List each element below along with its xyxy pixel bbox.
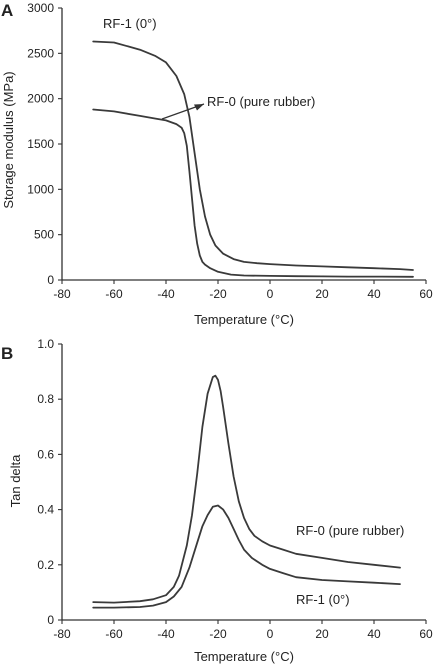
panel-a-x-ticks: -80 -60 -40 -20 0 20 40 60 <box>53 280 433 301</box>
panel-b-axes <box>61 344 426 621</box>
panel-a-axes <box>61 8 426 281</box>
panel-b-y-tick-label: 0.8 <box>37 392 54 406</box>
panel-a-x-tick-label: -20 <box>209 287 227 301</box>
panel-b-y-tick-label: 0.2 <box>37 558 54 572</box>
panel-a-x-axis-label: Temperature (°C) <box>194 312 294 327</box>
panel-a-y-axis-label: Storage modulus (MPa) <box>1 71 16 208</box>
panel-b-x-tick-label: -60 <box>105 627 123 641</box>
panel-a-y-tick-label: 1000 <box>27 182 54 196</box>
panel-b-annotation-rf1: RF-1 (0°) <box>296 592 350 607</box>
panel-a-x-tick-label: 40 <box>367 287 381 301</box>
panel-b-x-tick-label: -80 <box>53 627 71 641</box>
panel-b-annotation-rf0: RF-0 (pure rubber) <box>296 523 404 538</box>
panel-b-series-line-rf-1-0 <box>92 504 401 609</box>
panel-a-y-ticks: 0 500 1000 1500 2000 2500 3000 <box>27 1 62 287</box>
panel-b-x-tick-label: 0 <box>267 627 274 641</box>
panel-a-x-tick-label: 60 <box>419 287 433 301</box>
panel-a-x-tick-label: 20 <box>315 287 329 301</box>
panel-a-x-tick-label: -40 <box>157 287 175 301</box>
panel-b-y-tick-label: 1.0 <box>37 337 54 351</box>
panel-a-series <box>92 40 414 278</box>
panel-a-y-tick-label: 2000 <box>27 92 54 106</box>
panel-b: B -80 -60 -40 -20 0 20 40 60 0 0.2 0.4 0.6 0.8 1.0 T… <box>1 337 433 664</box>
panel-b-y-tick-label: 0.4 <box>37 503 54 517</box>
panel-a-y-tick-label: 2500 <box>27 46 54 60</box>
panel-a-y-tick-label: 1500 <box>27 137 54 151</box>
panel-a-annotation-rf1: RF-1 (0°) <box>103 16 157 31</box>
panel-b-x-ticks: -80 -60 -40 -20 0 20 40 60 <box>53 620 433 641</box>
panel-a: A -80 -60 -40 -20 0 20 40 60 0 500 1000 1500 2000 25… <box>1 1 433 327</box>
panel-b-series <box>92 374 401 609</box>
panel-a-x-tick-label: -60 <box>105 287 123 301</box>
panel-b-x-tick-label: -20 <box>209 627 227 641</box>
panel-a-y-tick-label: 0 <box>47 273 54 287</box>
panel-a-annotation-arrow <box>161 103 205 120</box>
panel-a-x-tick-label: -80 <box>53 287 71 301</box>
panel-b-x-tick-label: 20 <box>315 627 329 641</box>
panel-b-y-tick-label: 0.6 <box>37 447 54 461</box>
panel-b-series-line-rf-0-pure-rubber <box>92 374 401 604</box>
panel-b-x-tick-label: -40 <box>157 627 175 641</box>
panel-b-x-tick-label: 60 <box>419 627 433 641</box>
panel-a-y-tick-label: 3000 <box>27 1 54 15</box>
panel-b-label: B <box>1 344 13 363</box>
panel-a-series-line-rf-1-0 <box>92 40 414 271</box>
panel-a-label: A <box>1 1 13 20</box>
panel-a-series-line-rf-0-pure-rubber <box>92 108 414 278</box>
panel-a-y-tick-label: 500 <box>34 228 54 242</box>
panel-b-y-ticks: 0 0.2 0.4 0.6 0.8 1.0 <box>37 337 62 627</box>
panel-a-x-tick-label: 0 <box>267 287 274 301</box>
panel-b-x-tick-label: 40 <box>367 627 381 641</box>
panel-a-annotation-rf0: RF-0 (pure rubber) <box>207 94 315 109</box>
panel-b-x-axis-label: Temperature (°C) <box>194 649 294 664</box>
panel-b-y-axis-label: Tan delta <box>8 454 23 508</box>
panel-b-y-tick-label: 0 <box>47 613 54 627</box>
